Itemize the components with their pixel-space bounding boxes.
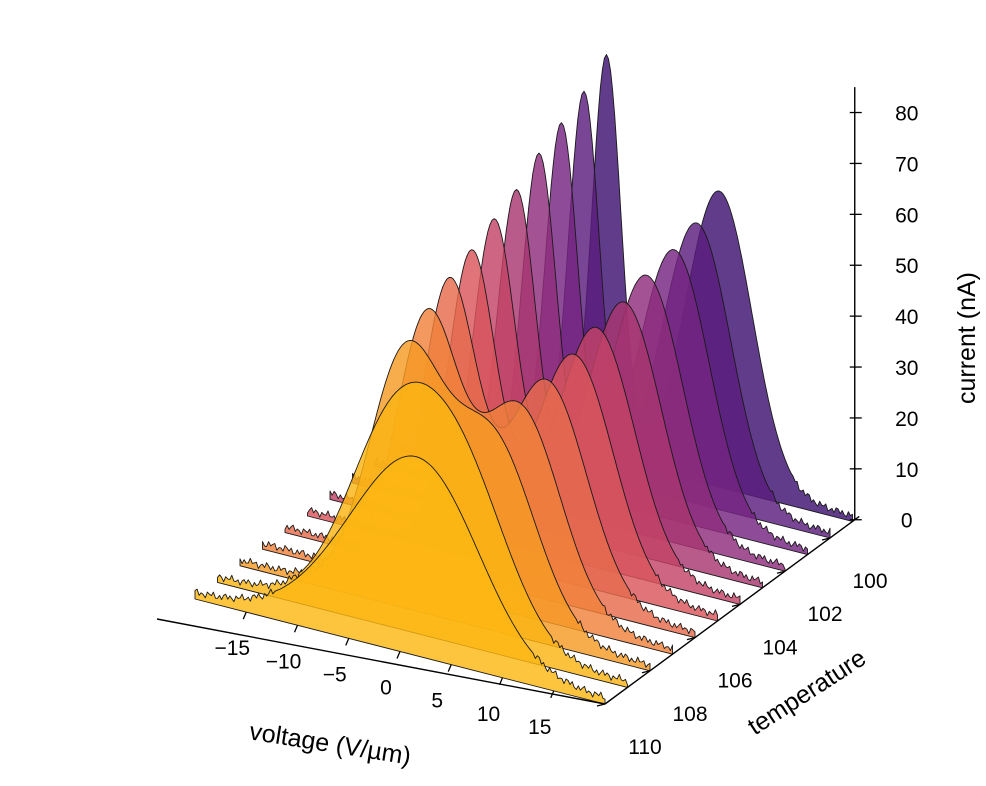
ridge-110: [194, 455, 606, 705]
temperature-tick: [596, 703, 606, 707]
temperature-tick: [641, 670, 651, 674]
current-tick-label: 20: [895, 408, 918, 431]
current-tick-label: 40: [895, 306, 918, 329]
current-tick-label: 70: [895, 153, 918, 176]
x-tick-label: 10: [477, 703, 500, 726]
temperature-tick: [731, 603, 741, 608]
temperature-tick-label: 108: [672, 703, 707, 726]
current-tick-label: 0: [901, 510, 913, 533]
x-tick-label: 15: [528, 716, 551, 739]
x-tick-label: −5: [323, 663, 347, 686]
x-axis-label: voltage (V/µm): [247, 717, 412, 770]
x-tick-label: −15: [214, 637, 250, 660]
ridge-series-group: [194, 54, 853, 705]
x-tick: [396, 651, 401, 659]
x-tick: [550, 690, 555, 699]
temperature-tick-label: 106: [717, 670, 752, 693]
current-tick-label: 50: [895, 255, 918, 278]
current-tick-label: 10: [895, 459, 918, 482]
current-tick-label: 80: [895, 103, 918, 126]
x-tick-label: 5: [431, 690, 443, 713]
x-tick-label: −10: [266, 650, 302, 673]
current-tick-label: 60: [895, 204, 918, 227]
x-tick-label: 0: [380, 677, 392, 700]
temperature-tick: [821, 537, 831, 541]
temperature-tick: [686, 636, 696, 641]
temperature-axis-line: [604, 515, 860, 705]
temperature-tick-label: 104: [762, 636, 797, 659]
temperature-tick: [776, 570, 786, 574]
x-tick: [447, 664, 452, 672]
axes-group: −15 −10 −5 0 5 10 15 100 102 104 106 108 110 0 10 20 30 4…: [156, 87, 918, 759]
temperature-tick-label: 100: [852, 570, 887, 593]
x-tick: [293, 624, 299, 633]
x-axis-line: [156, 618, 606, 705]
x-tick: [345, 638, 350, 646]
x-tick: [242, 611, 247, 620]
temperature-tick-label: 102: [807, 603, 842, 626]
current-tick-label: 30: [895, 357, 918, 380]
x-tick: [498, 677, 504, 686]
temperature-tick-label: 110: [628, 736, 661, 759]
z-axis-label: current (nA): [953, 272, 981, 404]
